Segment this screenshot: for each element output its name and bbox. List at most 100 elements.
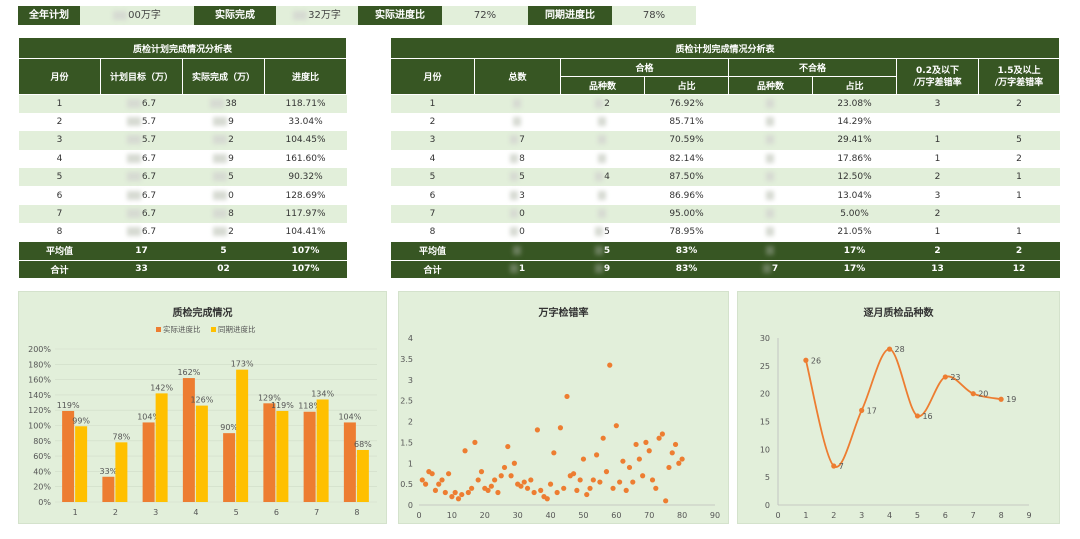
series-line xyxy=(805,348,1002,468)
table-cell xyxy=(560,149,645,169)
blurred-value xyxy=(213,227,228,237)
cell-text: 33.04% xyxy=(288,117,323,128)
table-row: 7 0 95.00% 5.00% 2 xyxy=(390,204,1060,224)
blurred-value xyxy=(213,117,228,127)
y-tick-label: 60% xyxy=(33,452,51,461)
scatter-point xyxy=(508,473,514,479)
scatter-point xyxy=(498,473,504,479)
data-label: 16 xyxy=(922,412,932,421)
table-row: 1 6.7 38 118.71% xyxy=(18,94,347,113)
total-progress: 107% xyxy=(264,259,347,279)
table-row: 4 8 82.14% 17.86% 1 2 xyxy=(390,149,1060,169)
cell-text: 5 xyxy=(519,172,525,183)
x-tick-label: 10 xyxy=(447,511,457,520)
blurred-value xyxy=(510,135,519,145)
scatter-point xyxy=(646,448,652,454)
bar xyxy=(316,399,329,502)
bar xyxy=(75,426,88,502)
table-cell: 平均值 xyxy=(390,241,475,261)
blurred-value xyxy=(766,117,774,127)
cell-text: 5 xyxy=(429,172,436,183)
y-tick-label: 20% xyxy=(33,483,51,492)
col-pass-kinds: 品种数 xyxy=(560,76,645,95)
scatter-point xyxy=(505,443,511,450)
cell-text: 5 xyxy=(228,172,234,183)
y-tick-label: 1 xyxy=(408,459,413,468)
scatter-point xyxy=(465,489,471,496)
scatter-point xyxy=(600,435,606,441)
bar xyxy=(102,476,115,502)
y-tick-label: 0 xyxy=(765,501,770,510)
scatter-chart-title: 万字检错率 xyxy=(538,308,589,319)
table-row: 6 3 86.96% 13.04% 3 1 xyxy=(390,186,1060,205)
blurred-value xyxy=(766,190,774,200)
scatter-point xyxy=(511,460,517,466)
line-point xyxy=(914,413,921,419)
scatter-point xyxy=(626,464,633,471)
y-tick-label: 1.5 xyxy=(400,438,413,447)
data-label: 126% xyxy=(190,396,213,405)
actual-value: 32万字 xyxy=(276,6,358,25)
scatter-point xyxy=(459,491,465,498)
scatter-point xyxy=(449,494,455,500)
table-cell: 12.50% xyxy=(812,168,897,187)
blurred-value xyxy=(126,227,141,237)
scatter-point xyxy=(551,450,557,456)
scatter-point xyxy=(574,487,580,493)
scatter-point xyxy=(538,487,544,493)
cell-text: 2 xyxy=(934,172,941,183)
table-row: 5 6.7 5 90.32% xyxy=(18,168,347,187)
table-row: 8 0 5 78.95% 21.05% 1 1 xyxy=(390,223,1060,242)
cell-text: 87.50% xyxy=(669,172,704,183)
scatter-point xyxy=(531,489,537,496)
table-cell: 0 xyxy=(474,204,561,224)
col-fail-ratio: 占比 xyxy=(812,76,897,95)
cell-text: 8 xyxy=(429,227,436,238)
cell-text: 86.96% xyxy=(669,190,704,201)
table-cell xyxy=(474,94,561,113)
x-tick-label: 3 xyxy=(153,508,158,517)
table-cell: 17.86% xyxy=(812,149,897,169)
scatter-point xyxy=(623,487,629,493)
blurred-value xyxy=(766,209,774,219)
bar xyxy=(182,378,195,502)
blurred-value xyxy=(510,172,519,182)
scatter-point xyxy=(594,452,600,458)
y-tick-label: 30 xyxy=(760,334,770,343)
cell-text: 1 xyxy=(1016,227,1022,238)
table-row: 1 2 76.92% 23.08% 3 2 xyxy=(390,94,1060,113)
scatter-point xyxy=(488,483,494,489)
plan-table-title: 质检计划完成情况分析表 xyxy=(17,37,348,59)
table-cell: 5 xyxy=(560,241,645,261)
total-row: 合计 1 9 83% 7 17% 13 12 xyxy=(390,259,1060,279)
col-pass-ratio: 占比 xyxy=(644,76,729,95)
cell-text: 21.05% xyxy=(837,227,872,238)
bar xyxy=(142,422,155,502)
col-month: 月份 xyxy=(390,58,475,95)
x-tick-label: 2 xyxy=(831,511,836,520)
data-label: 129% xyxy=(258,393,281,402)
table-cell xyxy=(728,168,813,187)
table-cell: 6.7 xyxy=(100,94,183,113)
bar xyxy=(276,410,289,502)
table-cell xyxy=(978,112,1060,132)
scatter-point xyxy=(455,496,462,502)
blurred-value xyxy=(126,209,141,219)
table-cell: 6.7 xyxy=(100,168,183,187)
cell-text: 6.7 xyxy=(141,153,157,164)
blurred-value xyxy=(126,153,141,163)
table-cell: 161.60% xyxy=(264,149,347,169)
table-row: 5 5 4 87.50% 12.50% 2 1 xyxy=(390,168,1060,187)
scatter-point xyxy=(580,456,587,462)
table-cell xyxy=(728,204,813,224)
scatter-point xyxy=(475,477,481,483)
cell-text: 104.41% xyxy=(285,227,326,238)
x-tick-label: 2 xyxy=(113,508,118,517)
cell-text: 4 xyxy=(429,153,436,164)
cell-text: 4 xyxy=(604,172,610,183)
bar-chart-panel: 质检完成情况 0% 20% 40% 60% 80% 100% 120% 140% 160% 180… xyxy=(18,291,387,524)
table-cell xyxy=(896,112,979,132)
scatter-point xyxy=(679,456,685,462)
y-tick-label: 0.5 xyxy=(400,480,413,489)
table-cell: 128.69% xyxy=(264,186,347,205)
